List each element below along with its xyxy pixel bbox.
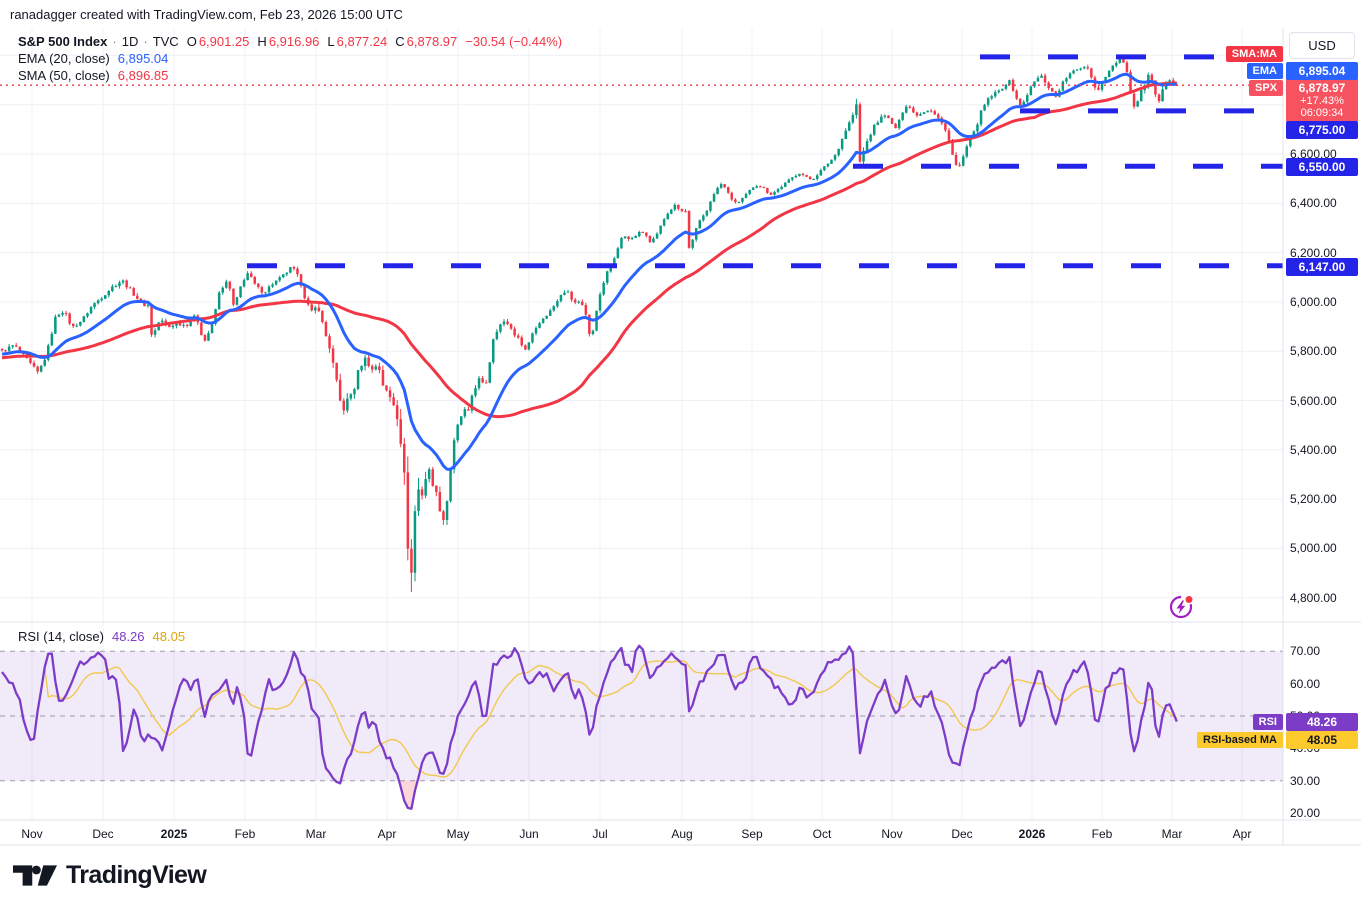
rsi-axis-label: 70.00 <box>1290 644 1321 659</box>
close-value: 6,878.97 <box>406 34 458 49</box>
interval-label[interactable]: 1D <box>121 34 139 49</box>
time-tick: Sep <box>741 827 763 841</box>
rsi-legend[interactable]: RSI (14, close) 48.26 48.05 <box>18 629 185 644</box>
price-axis-label: 5,200.00 <box>1290 492 1337 507</box>
price-axis-label: 6,000.00 <box>1290 294 1337 309</box>
sma-legend[interactable]: SMA (50, close) 6,896.85 <box>18 68 168 83</box>
price-axis-label: 4,800.00 <box>1290 590 1337 605</box>
axis-price-badge: 6,895.04 <box>1286 62 1358 80</box>
time-tick: Oct <box>812 827 832 841</box>
time-tick: 2025 <box>160 827 188 841</box>
boost-icon[interactable] <box>1166 591 1196 621</box>
time-tick: Dec <box>92 827 114 841</box>
rsi-name[interactable]: RSI (14, close) <box>18 629 104 644</box>
sma-name[interactable]: SMA (50, close) <box>18 68 110 83</box>
rsi-value: 48.26 <box>111 629 145 644</box>
price-axis-label: 5,400.00 <box>1290 442 1337 457</box>
axis-price-badge: 48.05 <box>1286 731 1358 749</box>
ema-legend[interactable]: EMA (20, close) 6,895.04 <box>18 51 168 66</box>
low-value: 6,877.24 <box>336 34 388 49</box>
time-tick: Apr <box>1232 827 1252 841</box>
axis-price-badge: 6,775.00 <box>1286 121 1358 139</box>
notification-dot <box>1183 594 1195 605</box>
price-axis-label: 6,200.00 <box>1290 245 1337 260</box>
open-label: O <box>186 34 197 49</box>
price-axis-label: 5,000.00 <box>1290 541 1337 556</box>
axis-price-badge: 6,550.00 <box>1286 158 1358 176</box>
series-tag-rsi: RSI <box>1252 714 1283 730</box>
time-tick: Mar <box>305 827 327 841</box>
time-tick: Feb <box>234 827 256 841</box>
series-tag-ema: EMA <box>1246 63 1283 79</box>
rsi-axis-label: 60.00 <box>1290 676 1321 691</box>
symbol-name[interactable]: S&P 500 Index <box>18 34 108 49</box>
price-axis-label: 6,400.00 <box>1290 196 1337 211</box>
sma-value: 6,896.85 <box>117 68 169 83</box>
axis-price-badge: 48.26 <box>1286 713 1358 731</box>
time-tick: Jul <box>592 827 608 841</box>
time-tick: Apr <box>377 827 397 841</box>
symbol-legend[interactable]: S&P 500 Index · 1D · TVC O 6,901.25 H 6,… <box>18 34 562 49</box>
time-tick: Mar <box>1161 827 1183 841</box>
high-value: 6,916.96 <box>268 34 320 49</box>
tradingview-logo[interactable]: TradingView <box>13 861 207 890</box>
low-label: L <box>327 34 335 49</box>
price-axis-label: 5,600.00 <box>1290 393 1337 408</box>
series-tag-sma-ma: SMA:MA <box>1225 46 1283 62</box>
spx-price-badge: 6,878.97 +17.43% 06:09:34 <box>1286 78 1358 122</box>
ema-value: 6,895.04 <box>117 51 169 66</box>
rsi-axis-label: 20.00 <box>1290 806 1321 821</box>
time-tick: Nov <box>21 827 43 841</box>
attribution-text: ranadagger created with TradingView.com,… <box>10 7 403 22</box>
time-tick: Jun <box>519 827 539 841</box>
tradingview-mark-icon <box>13 865 57 886</box>
time-tick: Nov <box>881 827 903 841</box>
separator-dot: · <box>143 34 148 49</box>
ema-name[interactable]: EMA (20, close) <box>18 51 110 66</box>
time-tick: Feb <box>1091 827 1113 841</box>
close-label: C <box>395 34 405 49</box>
separator-dot: · <box>112 34 117 49</box>
lightning-icon <box>1176 600 1186 614</box>
series-tag-spx: SPX <box>1248 80 1283 96</box>
time-tick: Dec <box>951 827 973 841</box>
time-tick: Aug <box>671 827 693 841</box>
rsi-ma-value: 48.05 <box>152 629 186 644</box>
open-value: 6,901.25 <box>198 34 250 49</box>
price-axis-label: 5,800.00 <box>1290 344 1337 359</box>
price-axis-label: 6,600.00 <box>1290 147 1337 161</box>
high-label: H <box>257 34 267 49</box>
tradingview-logo-text: TradingView <box>66 861 207 889</box>
rsi-axis-label: 30.00 <box>1290 773 1321 788</box>
change-value: −30.54 (−0.44%) <box>465 34 563 49</box>
exchange-label[interactable]: TVC <box>152 34 179 49</box>
time-tick: 2026 <box>1018 827 1046 841</box>
axis-price-badge: 6,147.00 <box>1286 258 1358 276</box>
currency-button[interactable]: USD <box>1289 32 1355 59</box>
series-tag-rsi-based-ma: RSI-based MA <box>1197 732 1283 748</box>
time-tick: May <box>446 827 470 841</box>
